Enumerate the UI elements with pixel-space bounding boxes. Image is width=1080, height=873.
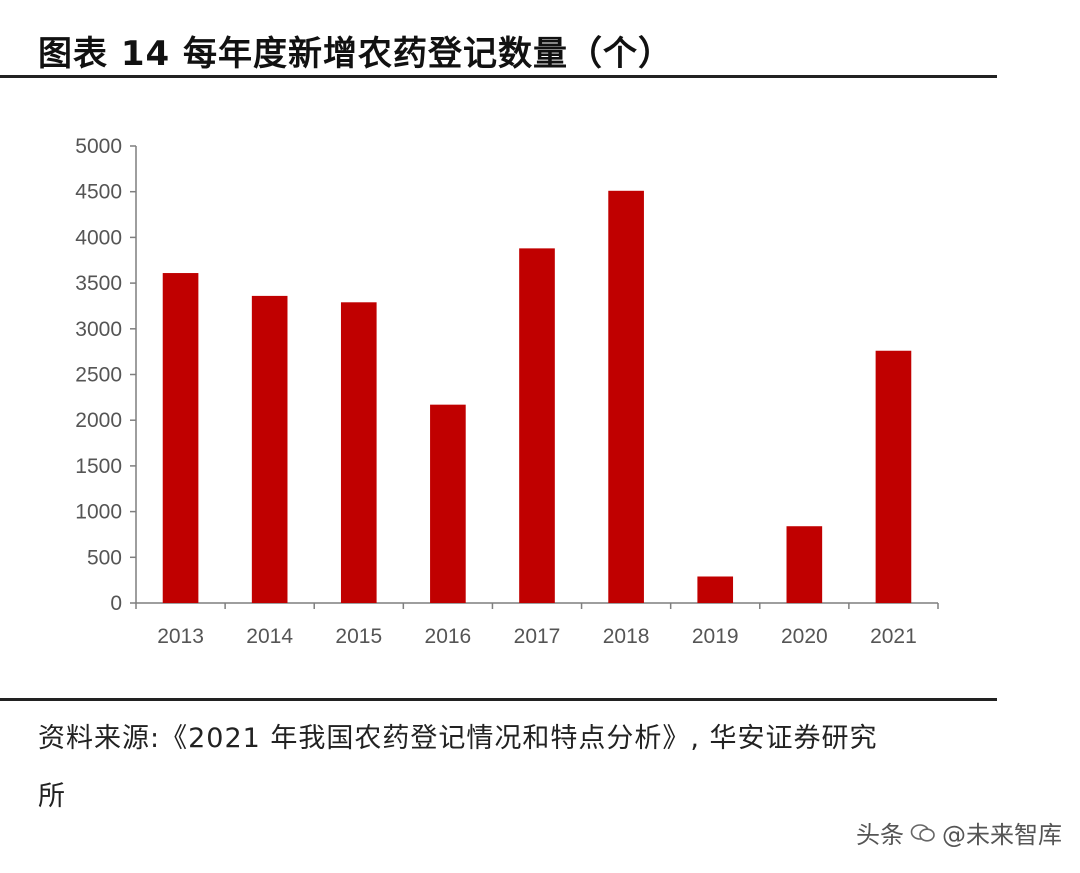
bars <box>162 190 912 604</box>
x-tick-label: 2021 <box>870 625 917 648</box>
y-tick-label: 1000 <box>75 501 122 524</box>
source-line-2: 所 <box>38 781 66 812</box>
bar-2019 <box>697 576 734 603</box>
watermark-platform: 头条 <box>856 821 904 849</box>
x-tick-label: 2015 <box>335 625 382 648</box>
watermark: 头条 @未来智库 <box>856 815 1062 850</box>
bar-2014 <box>251 295 288 603</box>
bar-2021 <box>875 350 912 603</box>
bar-2016 <box>430 404 466 603</box>
y-tick-label: 2000 <box>75 409 122 432</box>
x-tick-label: 2013 <box>157 625 204 648</box>
y-tick-label: 0 <box>110 592 122 615</box>
x-tick-label: 2020 <box>781 625 828 648</box>
x-tick-label: 2018 <box>603 625 650 648</box>
source-note: 资料来源:《2021 年我国农药登记情况和特点分析》, 华安证券研究 所 <box>38 710 998 826</box>
bottom-rule <box>0 698 997 701</box>
y-tick-label: 500 <box>87 546 122 569</box>
bar-2013 <box>162 273 199 603</box>
y-axis: 0 500 1000 1500 2000 2500 3000 3500 4000 4500 5000 <box>75 135 137 615</box>
x-tick-label: 2017 <box>514 625 561 648</box>
y-tick-label: 5000 <box>75 135 122 158</box>
x-tick-label: 2019 <box>692 625 739 648</box>
x-tick-label: 2014 <box>246 625 293 648</box>
y-tick-label: 4500 <box>75 181 122 204</box>
y-tick-label: 3500 <box>75 272 122 295</box>
source-line-1: 资料来源:《2021 年我国农药登记情况和特点分析》, 华安证券研究 <box>38 723 878 754</box>
bar-2020 <box>786 526 823 603</box>
x-tick-label: 2016 <box>425 625 472 648</box>
bar-2017 <box>519 248 555 604</box>
y-tick-label: 1500 <box>75 455 122 478</box>
y-tick-label: 4000 <box>75 226 122 249</box>
bar-chart: 0 500 1000 1500 2000 2500 3000 3500 4000 4500 5000… <box>75 135 939 648</box>
wechat-bubbles-icon <box>910 823 935 842</box>
x-axis: 2013 2014 2015 2016 2017 2018 2019 2020 2021 <box>135 602 939 648</box>
y-tick-label: 3000 <box>75 318 122 341</box>
bar-2018 <box>608 190 644 603</box>
bar-2015 <box>340 302 377 603</box>
top-rule <box>0 75 997 78</box>
watermark-account: @未来智库 <box>942 821 1062 849</box>
figure-title: 图表 14 每年度新增农药登记数量（个） <box>38 34 673 74</box>
y-tick-label: 2500 <box>75 364 122 387</box>
